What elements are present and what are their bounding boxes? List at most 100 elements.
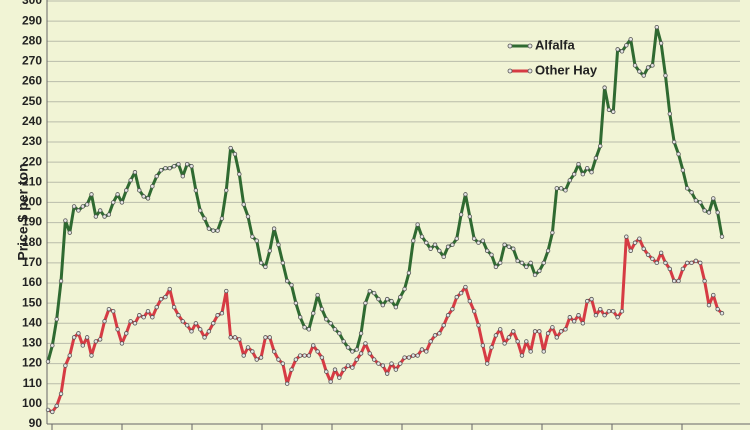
point [515,258,520,264]
point [115,192,120,197]
y-tick-label: 280 [22,33,42,47]
point [332,327,338,332]
point [80,204,85,209]
point [658,250,664,255]
point [167,165,172,171]
point [124,331,129,336]
point [393,367,399,372]
point [445,313,451,318]
point [541,349,546,354]
point [289,282,294,288]
point [358,351,364,356]
point [45,359,51,364]
point [389,298,394,304]
point [84,335,90,340]
point [71,204,77,209]
point [441,254,446,260]
x-ticks [51,424,683,430]
y-tick-label: 160 [22,275,42,289]
point [145,309,151,314]
point [532,272,538,278]
point [550,230,555,235]
point [593,155,599,161]
point [532,329,538,334]
point [119,341,125,346]
point [611,309,616,314]
point [89,192,94,197]
point [437,248,442,253]
point [150,315,155,320]
y-tick-label: 130 [22,336,42,350]
point [637,236,642,241]
point [358,331,364,336]
point [154,304,159,310]
point [115,327,120,332]
point [654,24,659,30]
point [345,363,351,368]
point [619,309,625,314]
point [271,349,277,354]
point [576,313,581,318]
point [384,371,390,376]
point [224,288,229,294]
point [63,363,68,368]
point [698,200,703,205]
point [454,294,459,300]
point [284,381,290,386]
point [585,165,590,171]
point [189,163,194,169]
y-tick-label: 120 [22,356,42,370]
point [706,210,712,215]
point [384,296,390,302]
point [102,214,107,219]
point [371,357,377,362]
point [54,403,59,409]
point [254,238,259,243]
y-tick-label: 210 [22,174,42,188]
y-tick-label: 300 [22,0,42,7]
point [432,333,438,338]
point [693,198,699,203]
point [106,212,112,217]
point [667,111,673,116]
point [193,188,199,193]
y-tick-label: 230 [22,134,42,148]
point [250,234,255,239]
point [458,212,464,217]
point [458,290,464,296]
point [197,208,203,213]
point [224,188,229,193]
point [693,258,699,264]
point [528,349,533,354]
point [267,335,272,340]
point [176,161,181,167]
point [589,170,594,175]
point [267,248,272,253]
point [606,107,612,112]
point [428,339,433,344]
point [467,214,472,219]
point [132,321,138,326]
point [289,367,294,372]
point [437,331,442,336]
point [141,315,146,320]
point [650,63,655,68]
point [628,37,633,42]
point [180,174,185,179]
legend-marker [527,43,533,49]
point [528,260,533,266]
point [554,186,559,191]
point [689,190,694,195]
point [158,167,164,173]
point [711,292,716,298]
point [71,335,77,340]
y-axis-label: Price $ per ton [15,163,31,260]
point [171,304,177,310]
point [58,278,64,284]
point [680,167,686,173]
y-tick-label: 150 [22,295,42,309]
y-tick-label: 90 [29,416,43,430]
point [632,63,638,68]
point [450,242,455,247]
point [645,65,651,70]
